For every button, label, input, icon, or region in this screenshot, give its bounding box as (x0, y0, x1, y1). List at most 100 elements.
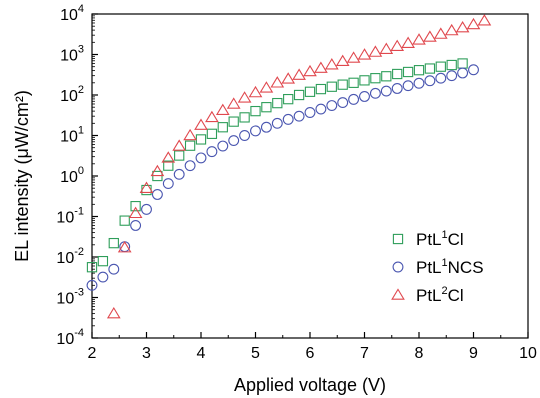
x-tick-label: 6 (306, 345, 315, 362)
data-point (86, 262, 98, 273)
data-point (293, 89, 305, 101)
data-point (250, 105, 261, 117)
data-point (97, 255, 109, 267)
data-point (271, 117, 283, 129)
data-point (217, 122, 228, 133)
data-point (433, 27, 448, 39)
data-point (293, 110, 305, 122)
data-point (150, 164, 165, 177)
data-point (368, 45, 383, 57)
data-point (477, 14, 492, 26)
legend-label: PtL1Cl (416, 229, 464, 249)
data-point (413, 65, 425, 76)
data-point (359, 75, 370, 86)
data-point (435, 72, 447, 84)
data-point (215, 103, 230, 116)
data-point (270, 76, 285, 88)
data-point (304, 86, 316, 97)
data-point (357, 48, 372, 60)
data-point (457, 67, 469, 79)
series-circle (86, 64, 479, 291)
data-point (335, 54, 350, 67)
data-point (119, 215, 130, 226)
data-point (228, 116, 239, 127)
data-point (346, 51, 361, 63)
x-tick-label: 8 (415, 345, 424, 362)
data-point (337, 97, 349, 109)
data-point (315, 83, 327, 95)
data-point (86, 279, 98, 291)
x-axis-title: Applied voltage (V) (234, 375, 386, 395)
data-point (206, 128, 218, 139)
legend: PtL1Cl PtL1NCS PtL2Cl (391, 229, 484, 305)
data-point (324, 58, 339, 70)
data-point (304, 107, 316, 118)
data-point (130, 201, 141, 212)
data-point (119, 241, 131, 253)
data-point (162, 178, 174, 190)
data-point (391, 83, 403, 94)
data-point (239, 130, 251, 141)
data-point (283, 93, 294, 105)
data-point (412, 33, 426, 45)
data-point (423, 30, 437, 42)
y-tick-label: 10-1 (56, 206, 84, 227)
data-point (128, 206, 143, 219)
data-point (108, 237, 119, 249)
data-point (173, 168, 185, 180)
data-point (239, 112, 250, 123)
data-point (455, 20, 470, 33)
data-point (379, 42, 394, 54)
data-point (314, 61, 328, 73)
data-point (435, 61, 446, 72)
data-point (359, 91, 370, 102)
y-tick-label: 101 (60, 125, 84, 146)
data-point (250, 125, 261, 137)
y-axis-title: EL intensity (μW/cm²) (12, 90, 32, 262)
legend-marker (391, 288, 405, 300)
data-point (206, 146, 218, 158)
data-point (261, 102, 272, 113)
data-point (402, 80, 414, 92)
data-point (402, 66, 414, 78)
y-tick-label: 104 (60, 3, 84, 24)
y-axis: 10-4 10-3 10-2 10-1 100 101 102 103 104 (56, 3, 98, 348)
data-point (108, 263, 120, 275)
y-tick-label: 100 (60, 165, 84, 186)
data-point (348, 77, 359, 88)
data-point (326, 100, 338, 111)
data-point (337, 79, 348, 90)
legend-label: PtL2Cl (416, 285, 464, 305)
x-tick-label: 3 (142, 345, 151, 362)
series-square (86, 58, 468, 273)
series-triangle (106, 14, 492, 319)
data-point (315, 103, 327, 115)
data-point (106, 306, 121, 319)
data-point (151, 189, 163, 200)
data-point (226, 97, 241, 109)
data-series (86, 14, 492, 319)
data-point (424, 75, 436, 87)
y-tick-label: 10-4 (56, 327, 84, 348)
x-tick-label: 4 (197, 345, 206, 362)
data-point (401, 36, 415, 48)
data-point (468, 64, 479, 76)
data-point (282, 113, 294, 125)
data-point (424, 63, 436, 74)
data-point (141, 184, 152, 196)
data-point (369, 87, 381, 99)
data-point (183, 128, 197, 141)
data-point (205, 110, 219, 123)
data-point (184, 140, 196, 151)
x-axis: 2 3 4 5 6 7 8 9 10 (88, 332, 537, 362)
data-point (260, 121, 272, 133)
data-point (161, 151, 176, 163)
data-point (237, 91, 252, 103)
data-point (326, 81, 337, 92)
legend-marker (392, 233, 404, 245)
data-point (174, 150, 185, 161)
data-point (117, 240, 132, 253)
data-point (392, 68, 403, 80)
data-point (466, 17, 481, 30)
